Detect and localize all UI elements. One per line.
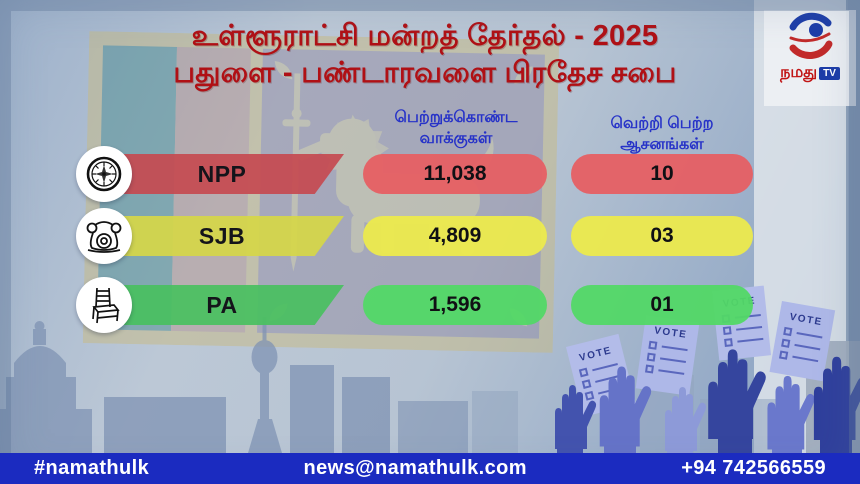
channel-name: நமது <box>780 64 818 81</box>
seats-value: 03 <box>571 216 753 256</box>
seats-header-line1: வெற்றி பெற்ற <box>610 115 714 132</box>
vote-ballot-label: VOTE <box>653 325 687 341</box>
footer-email: news@namathulk.com <box>303 457 527 479</box>
party-name: SJB <box>198 222 246 249</box>
raised-hands <box>555 349 860 453</box>
vote-ballot: VOTE <box>769 301 836 382</box>
votes-text: 4,809 <box>428 224 482 247</box>
title-line-2: பதுளை - பண்டாரவளை பிரதேச சபை <box>173 57 677 89</box>
votes-value: 4,809 <box>363 216 547 256</box>
channel-logo-swirl-icon <box>789 12 833 59</box>
seats-text: 10 <box>650 162 674 185</box>
votes-header-line1: பெற்றுக்கொண்ட <box>394 109 518 126</box>
party-symbol <box>76 146 132 202</box>
party-name: PA <box>206 291 238 318</box>
seats-text: 01 <box>650 293 674 316</box>
footer-hashtag: #namathulk <box>34 457 150 479</box>
seats-text: 03 <box>650 224 674 247</box>
votes-text: 11,038 <box>423 162 487 185</box>
vote-ballot: VOTE <box>635 315 700 396</box>
party-symbol <box>76 208 132 264</box>
channel-logo: நமது TV <box>764 10 856 106</box>
footer-phone: +94 742566559 <box>681 457 826 479</box>
seats-value: 01 <box>571 285 753 325</box>
votes-header-line2: வாக்குகள் <box>419 130 493 147</box>
party-name: NPP <box>197 160 247 187</box>
title-line-1: உள்ளூராட்சி மன்றத் தேர்தல் - 2025 <box>191 20 659 52</box>
footer-bar: #namathulk news@namathulk.com +94 742566… <box>0 453 860 484</box>
seats-header-line2: ஆசனங்கள் <box>620 136 704 153</box>
telephone-icon <box>86 221 122 253</box>
votes-text: 1,596 <box>428 293 482 316</box>
party-band: NPP <box>100 154 344 194</box>
votes-value: 1,596 <box>363 285 547 325</box>
party-band: PA <box>100 285 344 325</box>
party-symbol <box>76 277 132 333</box>
party-band: SJB <box>100 216 344 256</box>
votes-value: 11,038 <box>363 154 547 194</box>
chair-icon <box>92 287 120 324</box>
compass-icon <box>86 156 122 192</box>
column-header-seats: வெற்றி பெற்ற ஆசனங்கள் <box>574 113 750 155</box>
column-header-votes: பெற்றுக்கொண்ட வாக்குகள் <box>356 107 556 149</box>
page-title: உள்ளூராட்சி மன்றத் தேர்தல் - 2025 பதுளை … <box>80 18 770 92</box>
seats-value: 10 <box>571 154 753 194</box>
channel-tv-badge: TV <box>819 66 840 80</box>
